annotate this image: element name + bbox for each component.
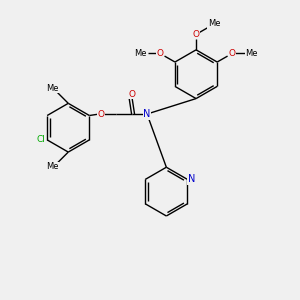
Text: N: N: [143, 109, 151, 119]
Text: N: N: [188, 174, 195, 184]
Text: Me: Me: [46, 84, 59, 93]
Text: Me: Me: [208, 19, 220, 28]
Text: Me: Me: [245, 49, 258, 58]
Text: O: O: [129, 90, 136, 99]
Text: Me: Me: [134, 49, 147, 58]
Text: Me: Me: [46, 162, 59, 171]
Text: O: O: [97, 110, 104, 118]
Text: Cl: Cl: [36, 135, 45, 144]
Text: O: O: [193, 30, 200, 39]
Text: O: O: [229, 49, 236, 58]
Text: O: O: [157, 49, 164, 58]
